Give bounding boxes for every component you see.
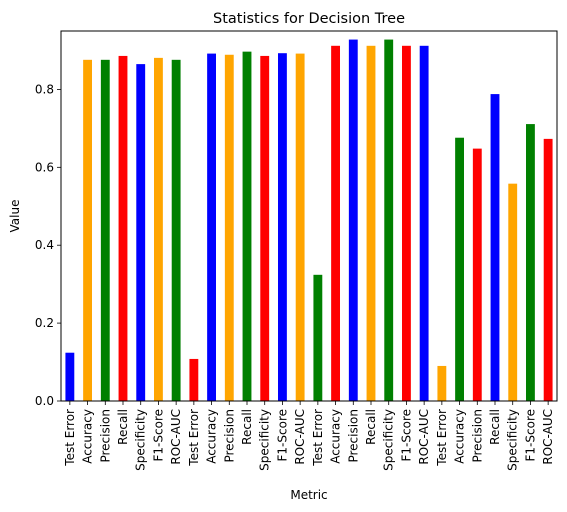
y-tick-label: 0.8 <box>35 82 54 96</box>
y-ticks-group: 0.0 0.2 0.4 0.6 0.8 <box>35 82 61 408</box>
bar-1 <box>65 352 75 401</box>
bar-23 <box>455 137 464 401</box>
bar-22 <box>437 365 447 401</box>
x-tick-label: Recall <box>240 409 254 445</box>
x-axis-label: Metric <box>290 488 327 502</box>
bars-group <box>65 39 553 402</box>
bar-4 <box>118 55 128 402</box>
x-tick-label: F1-Score <box>523 409 537 461</box>
x-tick-label: Accuracy <box>81 409 95 464</box>
x-tick-label: ROC-AUC <box>417 409 431 465</box>
x-tick-label: ROC-AUC <box>541 409 555 465</box>
x-tick-label: Precision <box>98 409 112 463</box>
bar-6 <box>154 57 163 402</box>
bar-16 <box>331 45 340 402</box>
x-tick-label: ROC-AUC <box>293 409 307 465</box>
y-tick-label: 0.4 <box>35 238 54 252</box>
y-tick-label: 0.0 <box>35 394 54 408</box>
bar-7 <box>171 59 181 401</box>
x-tick-label: Recall <box>488 409 502 445</box>
x-tick-label: Accuracy <box>205 409 219 464</box>
bar-19 <box>384 39 394 401</box>
bar-11 <box>242 51 252 401</box>
plot-frame <box>60 30 558 402</box>
bar-12 <box>260 55 270 402</box>
x-tick-label: Specificity <box>258 409 272 471</box>
x-tick-label: Recall <box>364 409 378 445</box>
x-tick-label: Test Error <box>311 409 325 467</box>
x-tick-label: Precision <box>346 409 360 463</box>
bar-17 <box>348 39 358 401</box>
bar-9 <box>207 53 216 402</box>
x-tick-label: Test Error <box>63 409 77 467</box>
x-tick-label: Precision <box>470 409 484 463</box>
x-tick-label: ROC-AUC <box>169 409 183 465</box>
bar-26 <box>508 183 518 401</box>
y-tick-label: 0.6 <box>35 160 54 174</box>
chart-title: Statistics for Decision Tree <box>213 11 405 27</box>
bar-2 <box>83 59 92 401</box>
bar-15 <box>313 274 323 401</box>
x-tick-label: F1-Score <box>151 409 165 461</box>
x-tick-label: Recall <box>116 409 130 445</box>
x-tick-label: Precision <box>222 409 236 463</box>
x-tick-label: Accuracy <box>329 409 343 464</box>
bar-3 <box>100 59 110 401</box>
x-tick-label: Accuracy <box>453 409 467 464</box>
bar-25 <box>490 94 500 401</box>
x-tick-label: F1-Score <box>275 409 289 461</box>
x-ticks-group: Test Error Accuracy Precision Recall Specifi… <box>63 401 555 471</box>
bar-5 <box>136 64 146 402</box>
y-tick-label: 0.2 <box>35 316 54 330</box>
bar-28 <box>543 138 553 401</box>
y-axis-label: Value <box>8 200 22 233</box>
bar-24 <box>472 148 482 401</box>
bar-13 <box>278 53 287 401</box>
x-tick-label: Specificity <box>134 409 148 471</box>
x-tick-label: F1-Score <box>399 409 413 461</box>
x-tick-label: Specificity <box>382 409 396 471</box>
bar-18 <box>366 45 376 402</box>
x-tick-label: Specificity <box>506 409 520 471</box>
bar-8 <box>189 358 199 401</box>
bar-14 <box>295 53 305 402</box>
x-tick-label: Test Error <box>435 409 449 467</box>
bar-20 <box>402 45 411 402</box>
x-tick-label: Test Error <box>187 409 201 467</box>
bar-27 <box>526 124 535 401</box>
bar-21 <box>419 45 429 402</box>
bar-10 <box>224 54 234 401</box>
